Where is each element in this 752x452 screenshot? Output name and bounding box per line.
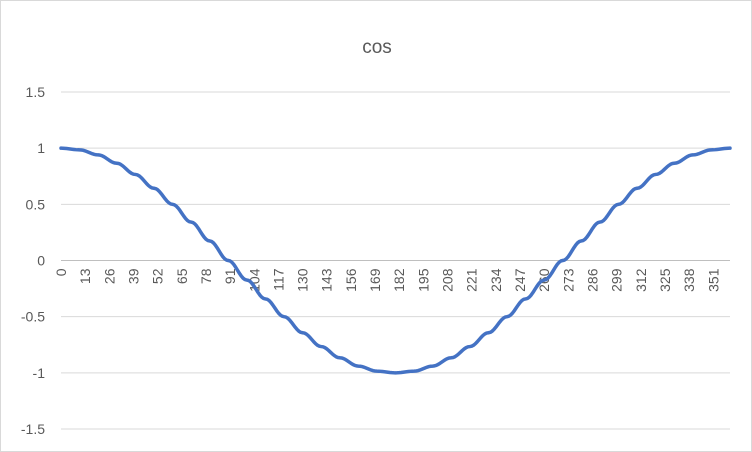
y-tick-label: 0.5 [26,196,46,212]
x-tick-label: 52 [150,268,166,284]
y-tick-label: -0.5 [21,309,45,325]
x-tick-label: 0 [53,268,69,276]
series-layer [59,146,732,375]
x-tick-label: 312 [633,268,649,292]
series-line-cos [59,146,732,375]
x-tick-label: 39 [125,268,141,284]
x-tick-label: 143 [319,268,335,292]
x-tick-label: 26 [101,268,117,284]
x-tick-label: 156 [343,268,359,292]
x-tick-label: 91 [222,268,238,284]
x-tick-label: 130 [295,268,311,292]
y-tick-label: 1 [37,140,45,156]
gridlines [61,91,730,430]
x-tick-label: 286 [584,268,600,292]
x-tick-label: 351 [705,268,721,292]
x-tick-label: 182 [391,268,407,292]
chart-title: cos [362,37,392,58]
x-tick-label: 338 [681,268,697,292]
x-tick-label: 247 [512,268,528,292]
x-tick-label: 117 [270,268,286,291]
x-tick-label: 104 [246,268,262,292]
y-tick-label: -1.5 [21,421,45,437]
y-tick-label: 1.5 [26,84,46,100]
x-tick-label: 195 [415,268,431,292]
x-tick-label: 169 [367,268,383,292]
x-axis-tick-labels: 0 13 26 39 52 65 78 91 104 117 130 143 156 169 182 195 2… [53,268,721,292]
x-tick-label: 65 [174,268,190,284]
x-tick-label: 234 [488,268,504,292]
x-tick-label: 299 [609,268,625,292]
y-axis-tick-labels: 1.5 1 0.5 0 -0.5 -1 -1.5 [21,84,45,437]
x-tick-label: 13 [77,268,93,284]
y-tick-label: 0 [37,253,45,269]
y-tick-label: -1 [33,365,46,381]
x-tick-label: 78 [198,268,214,284]
x-tick-label: 221 [464,268,480,292]
x-tick-label: 325 [657,268,673,292]
x-tick-label: 208 [440,268,456,292]
x-tick-label: 273 [560,268,576,292]
